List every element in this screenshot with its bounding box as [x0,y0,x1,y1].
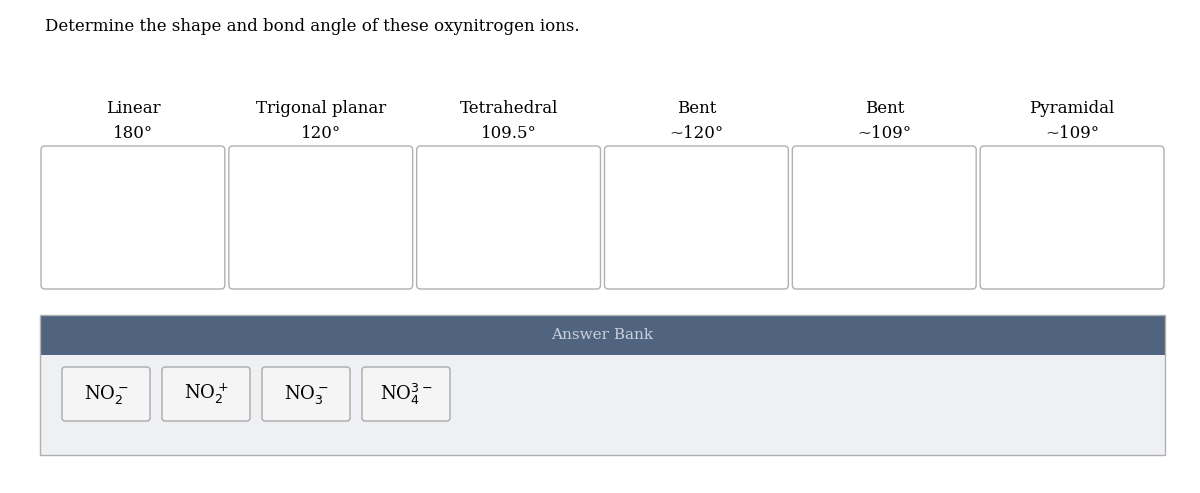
Bar [40,355,1165,455]
Text: 120°: 120° [301,125,341,142]
Text: Bent: Bent [677,100,716,117]
FancyBboxPatch shape [262,367,350,421]
Text: Determine the shape and bond angle of these oxynitrogen ions.: Determine the shape and bond angle of th… [46,18,580,35]
Bar [40,315,1165,355]
Text: NO$_3^-$: NO$_3^-$ [284,383,328,406]
Text: NO$_2^-$: NO$_2^-$ [84,383,128,406]
Text: Answer Bank: Answer Bank [552,328,654,342]
FancyBboxPatch shape [416,146,600,289]
Text: Pyramidal: Pyramidal [1030,100,1115,117]
Text: 180°: 180° [113,125,154,142]
Text: Bent: Bent [864,100,904,117]
Text: ~109°: ~109° [1045,125,1099,142]
Text: ~120°: ~120° [670,125,724,142]
FancyBboxPatch shape [792,146,976,289]
Text: Tetrahedral: Tetrahedral [460,100,558,117]
FancyBboxPatch shape [41,146,224,289]
Text: Linear: Linear [106,100,161,117]
FancyBboxPatch shape [62,367,150,421]
Bar [40,315,1165,455]
Text: NO$_2^+$: NO$_2^+$ [184,382,228,406]
FancyBboxPatch shape [980,146,1164,289]
FancyBboxPatch shape [362,367,450,421]
Text: 109.5°: 109.5° [481,125,536,142]
FancyBboxPatch shape [605,146,788,289]
FancyBboxPatch shape [229,146,413,289]
Text: ~109°: ~109° [857,125,911,142]
Text: NO$_4^{3-}$: NO$_4^{3-}$ [379,382,432,407]
FancyBboxPatch shape [162,367,250,421]
Text: Trigonal planar: Trigonal planar [256,100,386,117]
